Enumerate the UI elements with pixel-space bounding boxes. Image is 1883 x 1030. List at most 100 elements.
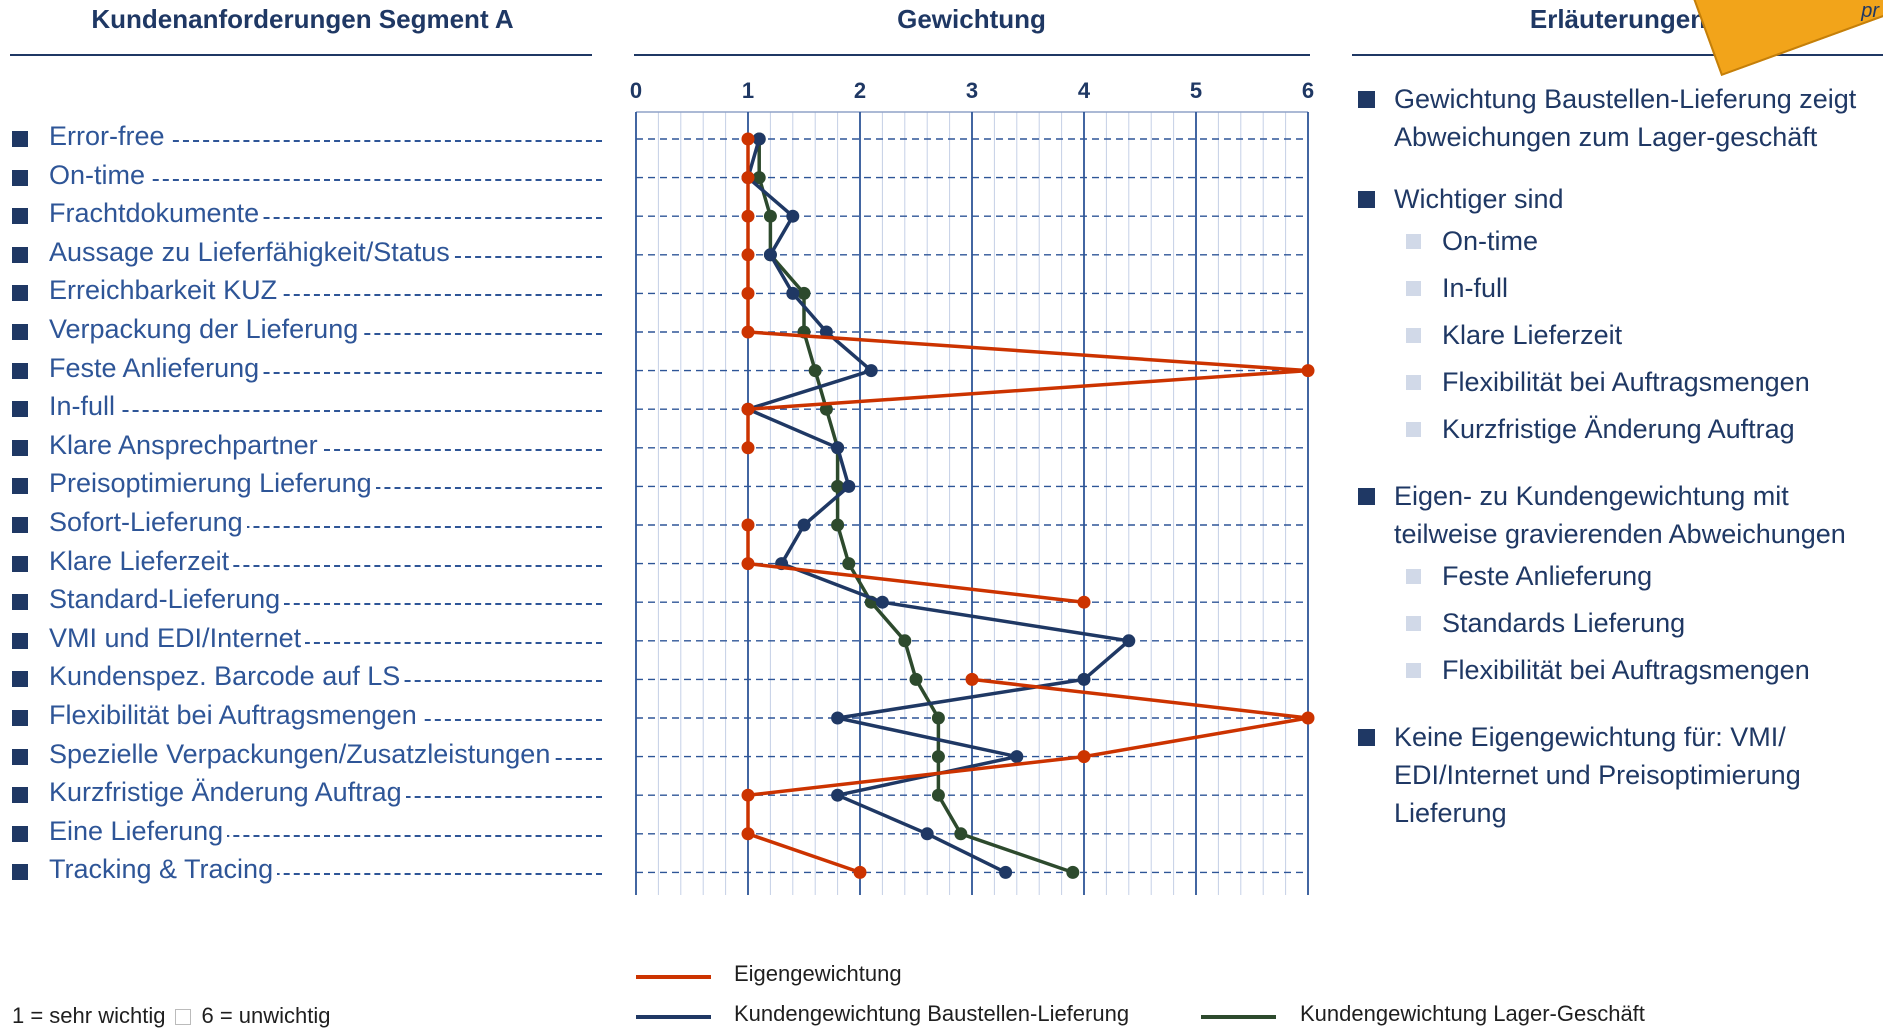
note-subitem-text: Standards Lieferung — [1442, 608, 1686, 638]
data-point — [741, 286, 755, 300]
note-text: Eigen- zu Kundengewichtung mit teilweise… — [1394, 481, 1846, 549]
header-rule-right — [1352, 54, 1883, 56]
scale-left-text: 1 = sehr wichtig — [12, 1003, 166, 1028]
data-point — [741, 325, 755, 339]
note-subitem: Flexibilität bei Auftragsmengen — [1358, 647, 1878, 694]
leader-line — [52, 834, 602, 837]
data-point — [853, 865, 867, 879]
data-point — [1077, 595, 1091, 609]
data-point — [763, 248, 777, 262]
data-point — [898, 634, 912, 648]
data-point — [965, 672, 979, 686]
requirement-row: Klare Lieferzeit — [12, 545, 602, 581]
note-subitem: Standards Lieferung — [1358, 600, 1878, 647]
data-point — [763, 209, 777, 223]
requirement-label: Erreichbarkeit KUZ — [49, 275, 282, 307]
data-point — [842, 557, 856, 571]
requirement-label: Klare Lieferzeit — [49, 545, 234, 577]
requirement-row: Standard-Lieferung — [12, 584, 602, 619]
legend-swatch — [636, 1015, 711, 1019]
x-tick-label: 6 — [1302, 78, 1314, 103]
data-point — [831, 441, 845, 455]
note-text: Gewichtung Baustellen-Lieferung zeigt Ab… — [1394, 84, 1857, 152]
header-notes: Erläuterungen — [1529, 4, 1707, 34]
requirement-label: Verpackung der Lieferung — [49, 314, 363, 345]
data-point — [831, 788, 845, 802]
note-subitem-text: Flexibilität bei Auftragsmengen — [1442, 655, 1810, 685]
bullet-square-icon — [1358, 488, 1375, 505]
data-point — [831, 711, 845, 725]
data-point — [741, 788, 755, 802]
bullet-square-icon — [1358, 191, 1375, 208]
data-point — [797, 518, 811, 532]
sub-bullet-icon — [1406, 569, 1421, 584]
requirement-label: Eine Lieferung — [49, 815, 228, 847]
notes-panel: Gewichtung Baustellen-Lieferung zeigt Ab… — [1358, 80, 1878, 832]
requirement-row: Kundenspez. Barcode auf LS — [12, 661, 602, 696]
data-point — [842, 479, 856, 493]
requirement-label: Kurzfristige Änderung Auftrag — [49, 777, 406, 809]
leader-line — [52, 294, 602, 297]
bullet-square-icon — [12, 555, 28, 572]
note-subitem: Flexibilität bei Auftragsmengen — [1358, 359, 1878, 406]
note-subitem-text: Feste Anlieferung — [1442, 561, 1653, 591]
requirement-label: VMI und EDI/Internet — [49, 622, 306, 654]
note-subitem: On-time — [1358, 218, 1878, 265]
note-item: Gewichtung Baustellen-Lieferung zeigt Ab… — [1358, 80, 1878, 156]
requirement-row: Klare Ansprechpartner — [12, 429, 602, 465]
data-point — [1301, 711, 1315, 725]
data-point — [1122, 634, 1136, 648]
requirement-row: Tracking & Tracing — [12, 854, 602, 889]
legend-swatch — [636, 975, 711, 979]
sub-bullet-icon — [1406, 422, 1421, 437]
leader-line — [52, 178, 602, 181]
note-subitem: Feste Anlieferung — [1358, 553, 1878, 600]
data-point — [1066, 865, 1080, 879]
data-point — [786, 209, 800, 223]
requirement-row: On-time — [12, 159, 602, 195]
data-point — [864, 364, 878, 378]
leader-line — [52, 641, 602, 644]
requirement-label: Sofort-Lieferung — [49, 507, 247, 538]
requirement-row: Kurzfristige Änderung Auftrag — [12, 777, 602, 812]
bullet-square-icon — [12, 864, 28, 881]
data-point — [1010, 750, 1024, 764]
leader-line — [52, 410, 602, 413]
bullet-square-icon — [12, 285, 28, 302]
data-point — [819, 325, 833, 339]
legend-label: Eigengewichtung — [734, 961, 902, 986]
sub-bullet-icon — [1406, 281, 1421, 296]
scale-right-text: 6 = unwichtig — [201, 1003, 331, 1028]
requirement-row: Aussage zu Lieferfähigkeit/Status — [12, 236, 602, 272]
note-subitem: Klare Lieferzeit — [1358, 312, 1878, 359]
leader-line — [52, 217, 602, 220]
requirement-label: Flexibilität bei Auftragsmengen — [49, 700, 421, 731]
data-point — [741, 402, 755, 416]
data-point — [797, 286, 811, 300]
bullet-square-icon — [12, 131, 28, 147]
requirement-row: Preisoptimierung Lieferung — [12, 468, 602, 503]
bullet-square-icon — [12, 787, 28, 804]
corner-text: pr — [1861, 0, 1879, 22]
requirement-label: Klare Ansprechpartner — [49, 429, 322, 461]
bullet-square-icon — [1358, 91, 1375, 108]
data-point — [786, 286, 800, 300]
data-point — [741, 557, 755, 571]
legend-label: Kundengewichtung Lager-Geschäft — [1300, 1001, 1645, 1026]
requirement-row: Sofort-Lieferung — [12, 507, 602, 542]
requirement-row: Feste Anlieferung — [12, 352, 602, 388]
note-subitem: In-full — [1358, 265, 1878, 312]
requirement-row: Eine Lieferung — [12, 815, 602, 851]
data-point — [752, 171, 766, 185]
leader-line — [52, 448, 602, 451]
data-point — [954, 827, 968, 841]
series-line — [746, 138, 1131, 874]
leader-line — [52, 526, 602, 528]
series-line — [746, 677, 1310, 875]
legend-swatch — [1201, 1015, 1276, 1019]
bullet-square-icon — [12, 208, 28, 225]
data-point — [1077, 672, 1091, 686]
data-point — [831, 479, 845, 493]
sub-bullet-icon — [1406, 375, 1421, 390]
note-text: Wichtiger sind — [1394, 184, 1564, 214]
